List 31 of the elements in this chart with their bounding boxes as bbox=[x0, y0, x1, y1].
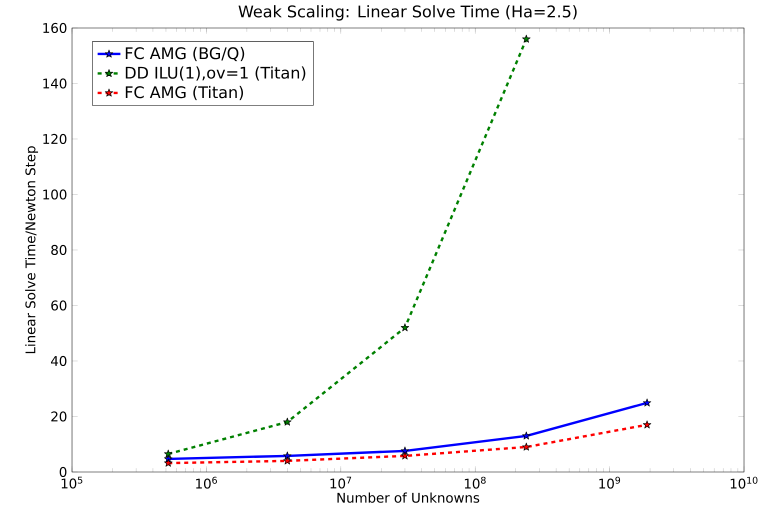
point bbox=[522, 34, 530, 43]
y-tick-label: 80 bbox=[51, 244, 66, 256]
y-tick-label: 60 bbox=[51, 300, 66, 311]
point bbox=[522, 432, 530, 440]
point bbox=[164, 450, 172, 458]
x-tick-label: 10$^{9}$ bbox=[599, 476, 620, 489]
x-tick-label: 10$^{10}$ bbox=[730, 476, 758, 489]
x-tick-label: 10$^{8}$ bbox=[464, 476, 486, 489]
y-tick-label: 40 bbox=[50, 356, 66, 366]
x-tick-label: 10$^{5}$ bbox=[62, 476, 82, 489]
legend-label: FC AMG (Titan) bbox=[126, 86, 244, 100]
y-tick-label: 120 bbox=[43, 134, 66, 144]
y-tick-label: 160 bbox=[43, 22, 66, 34]
point bbox=[283, 456, 292, 464]
chart-title: Weak Scaling: Linear Solve Time (Ha=2.5) bbox=[238, 5, 577, 21]
point bbox=[642, 420, 652, 428]
point bbox=[283, 452, 292, 460]
x-tick-label: 10$^{7}$ bbox=[330, 476, 352, 489]
y-tick-label: 20 bbox=[51, 411, 66, 422]
y-axis-title: Linear Solve Time/Newton Step bbox=[25, 146, 38, 354]
legend-label: FC AMG (BG/Q) bbox=[126, 46, 244, 62]
point bbox=[642, 398, 652, 406]
legend-label: DD ILU(1),ov=1 (Titan) bbox=[126, 66, 306, 81]
x-axis-title: Number of Unknowns bbox=[337, 492, 480, 503]
x-tick-label: 10$^{6}$ bbox=[196, 476, 217, 489]
point bbox=[522, 442, 530, 451]
y-tick-label: 140 bbox=[43, 78, 66, 89]
y-tick-label: 100 bbox=[43, 189, 66, 200]
point bbox=[164, 458, 172, 467]
y-tick-label: 0 bbox=[60, 466, 66, 478]
point bbox=[283, 418, 292, 426]
